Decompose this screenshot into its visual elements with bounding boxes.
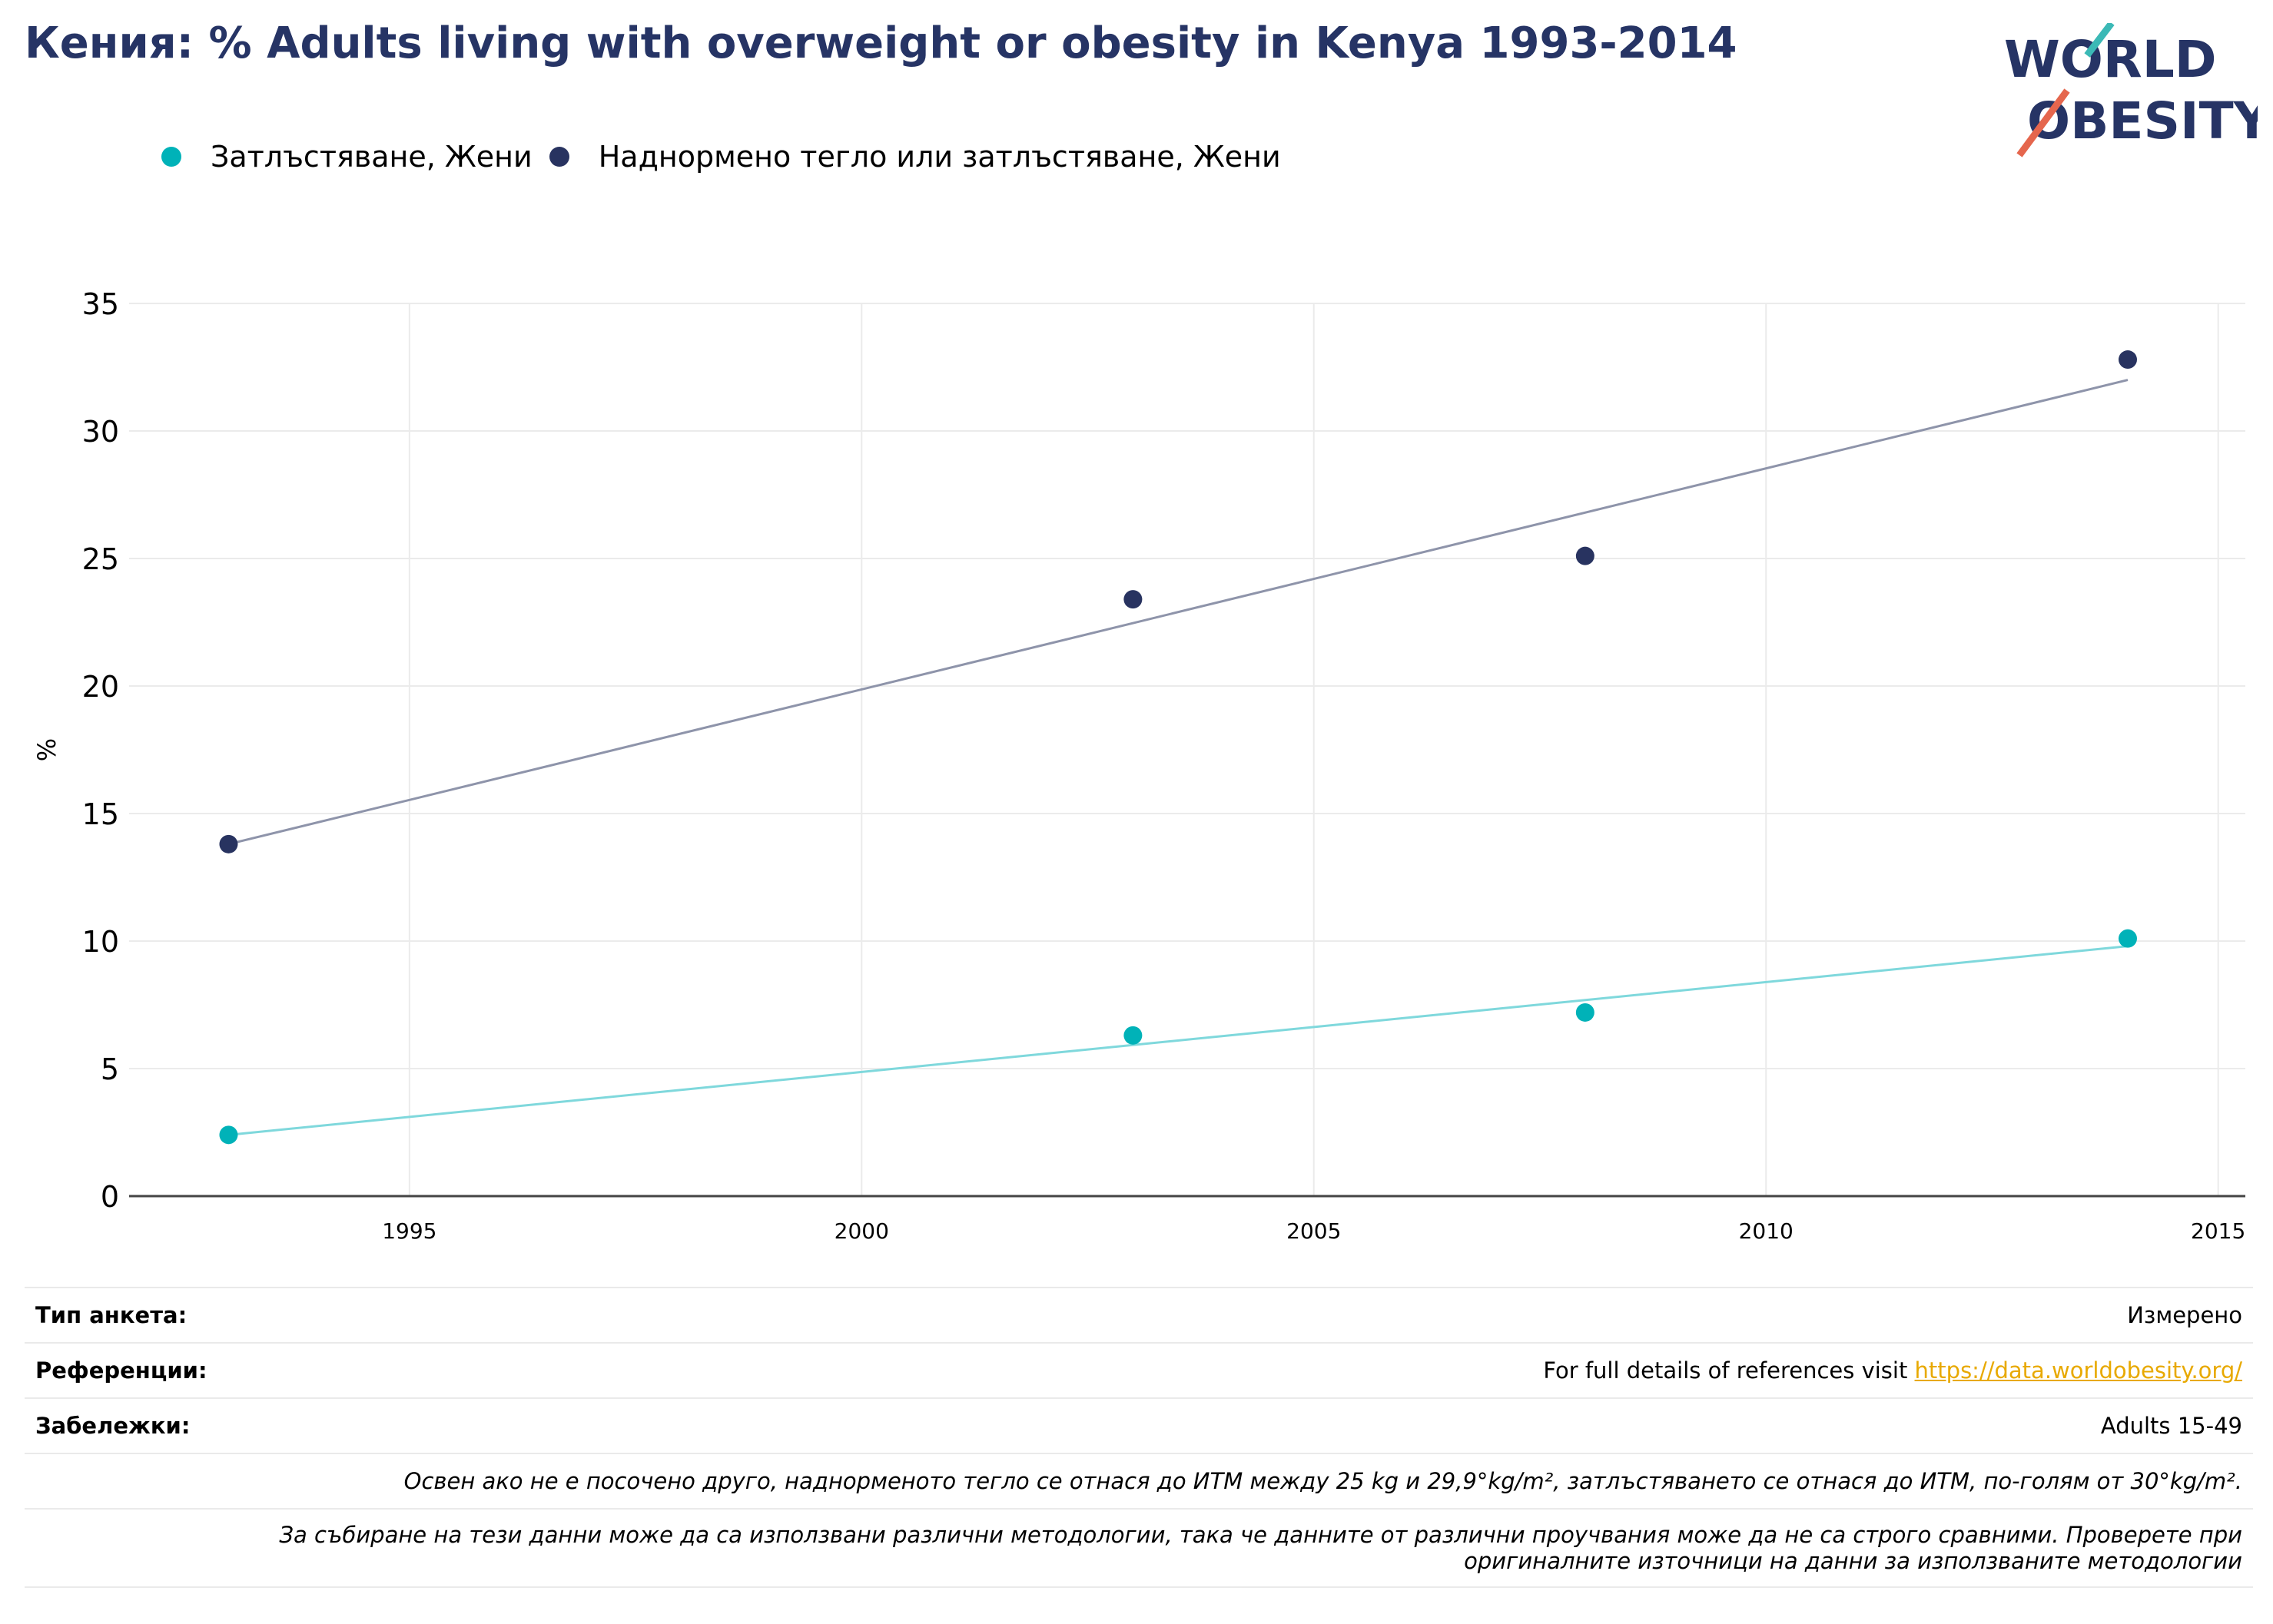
info-row-notes: Забележки: Adults 15-49 (25, 1397, 2253, 1453)
info-row-method-note: За събиране на тези данни може да са изп… (25, 1508, 2253, 1586)
y-axis-label: % (32, 738, 61, 761)
survey-type-value: Измерено (2127, 1302, 2242, 1328)
legend-item-obesity[interactable]: Затлъстяване, Жени (161, 140, 533, 174)
references-label: Референции: (35, 1357, 207, 1384)
references-value: For full details of references visit htt… (1543, 1357, 2242, 1384)
y-tick-label: 30 (82, 415, 119, 449)
x-tick-label: 2000 (835, 1218, 889, 1244)
legend-label-overweight: Наднормено тегло или затлъстяване, Жени (598, 140, 1281, 174)
logo-line1: WORLD (2004, 30, 2217, 89)
data-point-series-0 (1575, 1003, 1594, 1022)
bmi-note: Освен ако не е посочено друго, наднормен… (403, 1468, 2242, 1494)
y-tick-label: 25 (82, 542, 119, 576)
x-tick-label: 2015 (2191, 1218, 2245, 1244)
x-tick-label: 2010 (1739, 1218, 1794, 1244)
references-link[interactable]: https://data.worldobesity.org/ (1914, 1357, 2242, 1384)
method-note-line1: За събиране на тези данни може да са изп… (279, 1522, 2242, 1548)
y-tick-label: 15 (82, 797, 119, 831)
x-tick-label: 1995 (382, 1218, 436, 1244)
chart-plot: 0 5 10 15 20 25 30 35 1995 2000 2005 2010 2015% (32, 287, 2245, 1244)
notes-label: Забележки: (35, 1413, 191, 1439)
info-row-bmi-note: Освен ако не е посочено друго, наднормен… (25, 1453, 2253, 1508)
info-row-survey: Тип анкета: Измерено (25, 1287, 2253, 1342)
survey-type-label: Тип анкета: (35, 1302, 187, 1328)
y-tick-label: 0 (101, 1180, 119, 1214)
chart-title: Кения: % Adults living with overweight o… (25, 18, 1737, 68)
chart-legend: Затлъстяване, Жени Наднормено тегло или … (161, 140, 1298, 174)
notes-value: Adults 15-49 (2100, 1413, 2242, 1439)
data-point-series-1 (1123, 590, 1143, 609)
references-text: For full details of references visit (1543, 1357, 1915, 1384)
method-note-line2: оригиналните източници на данни за изпол… (1464, 1548, 2242, 1574)
data-point-series-1 (1575, 546, 1594, 565)
trend-line-series-1 (228, 379, 2129, 846)
data-point-series-0 (1123, 1026, 1143, 1045)
x-tick-label: 2005 (1286, 1218, 1341, 1244)
y-tick-label: 20 (82, 670, 119, 704)
data-point-series-1 (219, 834, 238, 853)
y-tick-label: 35 (82, 287, 119, 321)
data-point-series-0 (219, 1125, 238, 1145)
legend-label-obesity: Затлъстяване, Жени (211, 140, 533, 174)
legend-marker-overweight (549, 147, 569, 167)
data-point-series-1 (2119, 350, 2137, 370)
y-tick-label: 5 (101, 1052, 119, 1086)
world-obesity-logo: WORLD OBESITY (2004, 23, 2258, 157)
data-point-series-0 (2119, 929, 2137, 948)
y-tick-label: 10 (82, 925, 119, 959)
logo-line2: OBESITY (2027, 91, 2258, 151)
legend-marker-obesity (161, 147, 181, 167)
trend-line-series-0 (228, 945, 2129, 1136)
info-row-references: Референции: For full details of referenc… (25, 1342, 2253, 1397)
legend-item-overweight[interactable]: Наднормено тегло или затлъстяване, Жени (549, 140, 1281, 174)
info-table: Тип анкета: Измерено Референции: For ful… (25, 1287, 2253, 1588)
